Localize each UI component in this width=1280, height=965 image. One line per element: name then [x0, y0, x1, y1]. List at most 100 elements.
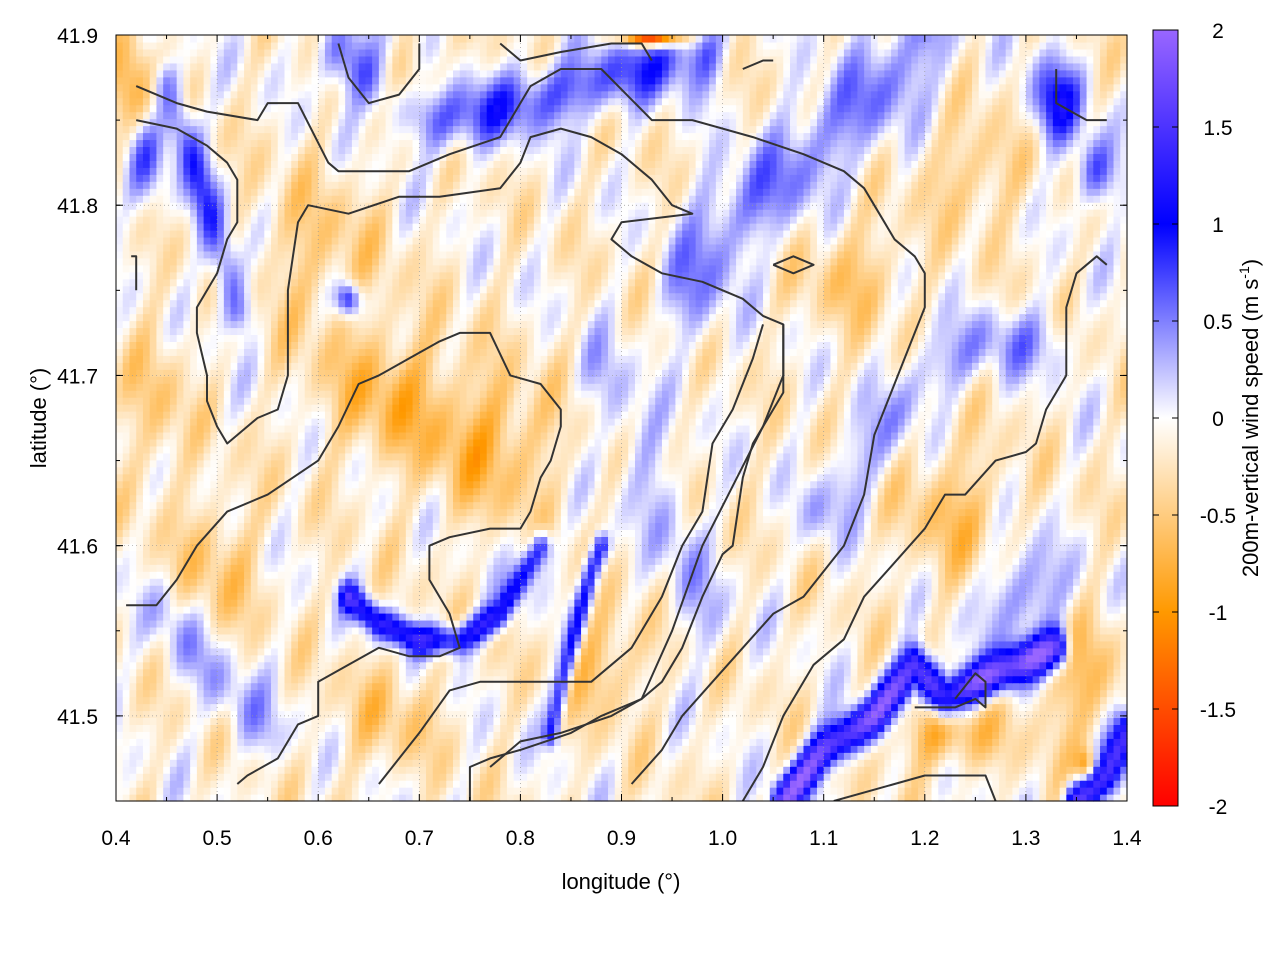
heatmap-cell: [156, 683, 163, 691]
heatmap-cell: [830, 704, 837, 712]
heatmap-cell: [1033, 731, 1040, 739]
heatmap-cell: [129, 717, 136, 725]
heatmap-cell: [338, 585, 345, 593]
heatmap-cell: [628, 710, 635, 718]
heatmap-cell: [723, 627, 730, 635]
heatmap-cell: [258, 599, 265, 607]
heatmap-cell: [918, 578, 925, 586]
heatmap-cell: [1114, 794, 1121, 802]
heatmap-cell: [669, 592, 676, 600]
heatmap-cell: [696, 752, 703, 760]
heatmap-cell: [952, 606, 959, 614]
heatmap-cell: [871, 620, 878, 628]
heatmap-cell: [379, 752, 386, 760]
heatmap-cell: [177, 634, 184, 642]
heatmap-cell: [1066, 627, 1073, 635]
heatmap-cell: [156, 731, 163, 739]
heatmap-cell: [231, 690, 238, 698]
heatmap-cell: [864, 745, 871, 753]
heatmap-cell: [204, 690, 211, 698]
heatmap-cell: [1026, 620, 1033, 628]
heatmap-cell: [729, 787, 736, 795]
heatmap-cell: [311, 738, 318, 746]
heatmap-cell: [595, 606, 602, 614]
heatmap-cell: [750, 571, 757, 579]
heatmap-cell: [419, 697, 426, 705]
heatmap-cell: [480, 773, 487, 781]
heatmap-cell: [655, 613, 662, 621]
heatmap-cell: [1107, 592, 1114, 600]
heatmap-cell: [1026, 578, 1033, 586]
heatmap-cell: [1046, 585, 1053, 593]
heatmap-cell: [325, 613, 332, 621]
heatmap-cell: [669, 585, 676, 593]
heatmap-cell: [716, 738, 723, 746]
heatmap-cell: [386, 745, 393, 753]
heatmap-cell: [372, 697, 379, 705]
heatmap-cell: [561, 662, 568, 670]
heatmap-cell: [837, 766, 844, 774]
heatmap-cell: [581, 599, 588, 607]
heatmap-cell: [1120, 731, 1127, 739]
heatmap-cell: [959, 599, 966, 607]
heatmap-cell: [723, 794, 730, 802]
heatmap-cell: [851, 669, 858, 677]
heatmap-cell: [190, 773, 197, 781]
heatmap-cell: [568, 704, 575, 712]
heatmap-cell: [352, 766, 359, 774]
heatmap-cell: [817, 592, 824, 600]
heatmap-cell: [790, 634, 797, 642]
heatmap-cell: [224, 690, 231, 698]
heatmap-cell: [932, 766, 939, 774]
heatmap-cell: [756, 752, 763, 760]
heatmap-cell: [1033, 648, 1040, 656]
heatmap-cell: [365, 620, 372, 628]
heatmap-cell: [1087, 620, 1094, 628]
heatmap-cell: [965, 662, 972, 670]
heatmap-cell: [932, 780, 939, 788]
heatmap-cell: [871, 759, 878, 767]
heatmap-cell: [736, 780, 743, 788]
heatmap-cell: [379, 717, 386, 725]
heatmap-cell: [298, 655, 305, 663]
heatmap-cell: [514, 655, 521, 663]
heatmap-cell: [783, 669, 790, 677]
heatmap-cell: [635, 724, 642, 732]
heatmap-cell: [278, 613, 285, 621]
heatmap-cell: [487, 717, 494, 725]
heatmap-cell: [1006, 585, 1013, 593]
heatmap-cell: [1100, 571, 1107, 579]
heatmap-cell: [129, 724, 136, 732]
heatmap-cell: [1012, 690, 1019, 698]
heatmap-cell: [830, 717, 837, 725]
heatmap-cell: [258, 585, 265, 593]
heatmap-cell: [1100, 634, 1107, 642]
heatmap-cell: [170, 773, 177, 781]
heatmap-cell: [433, 752, 440, 760]
heatmap-cell: [419, 606, 426, 614]
heatmap-cell: [1060, 690, 1067, 698]
heatmap-cell: [183, 683, 190, 691]
heatmap-cell: [251, 571, 258, 579]
heatmap-cell: [756, 571, 763, 579]
heatmap-cell: [305, 592, 312, 600]
heatmap-cell: [898, 571, 905, 579]
heatmap-cell: [905, 745, 912, 753]
heatmap-cell: [952, 738, 959, 746]
heatmap-cell: [878, 731, 885, 739]
heatmap-cell: [918, 669, 925, 677]
heatmap-cell: [891, 613, 898, 621]
heatmap-cell: [520, 717, 527, 725]
heatmap-cell: [493, 773, 500, 781]
heatmap-cell: [817, 627, 824, 635]
heatmap-cell: [561, 697, 568, 705]
heatmap-cell: [547, 599, 554, 607]
heatmap-cell: [1006, 634, 1013, 642]
heatmap-cell: [177, 794, 184, 802]
heatmap-cell: [460, 773, 467, 781]
heatmap-cell: [332, 641, 339, 649]
heatmap-cell: [129, 752, 136, 760]
heatmap-cell: [399, 731, 406, 739]
heatmap-cell: [615, 773, 622, 781]
heatmap-cell: [507, 648, 514, 656]
